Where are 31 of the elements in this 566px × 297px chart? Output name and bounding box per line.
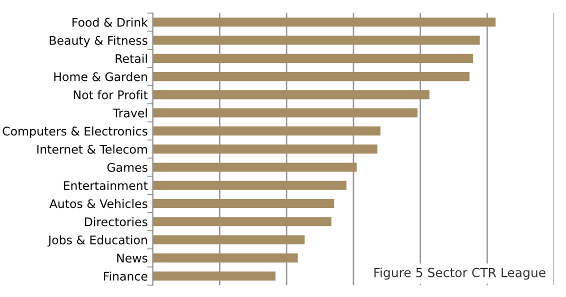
bar [152, 18, 496, 27]
bar [152, 90, 430, 100]
bar [152, 217, 332, 226]
bar [152, 126, 380, 136]
bar [152, 108, 418, 118]
y-tick-label: Not for Profit [74, 90, 148, 100]
y-tick-label: Autos & Vehicles [49, 199, 148, 208]
annotation: Figure 5 Sector CTR League [374, 268, 546, 280]
y-tick-label: News [117, 254, 148, 263]
bar [152, 272, 276, 281]
bar [152, 144, 378, 154]
y-tick-label: Computers & Electronics [2, 126, 148, 138]
y-tick-label: Food & Drink [72, 18, 148, 27]
bar [152, 72, 470, 82]
bar [152, 198, 334, 208]
y-tick-label: Retail [116, 54, 147, 64]
y-tick-label: Travel [112, 108, 147, 118]
y-tick-label: Home & Garden [54, 72, 147, 82]
bar [152, 180, 346, 190]
bar [152, 54, 473, 63]
y-tick-label: Beauty & Fitness [50, 36, 148, 48]
y-tick-label: Finance [104, 272, 148, 281]
y-tick-label: Entertainment [64, 180, 148, 190]
bar [152, 235, 305, 244]
y-tick-label: Games [107, 162, 148, 172]
y-tick-label: Jobs & Education [48, 235, 147, 247]
bar [152, 36, 480, 45]
y-tick-label: Directories [85, 217, 148, 226]
bar [152, 162, 357, 172]
bar [152, 253, 298, 262]
y-tick-label: Internet & Telecom [37, 144, 147, 154]
